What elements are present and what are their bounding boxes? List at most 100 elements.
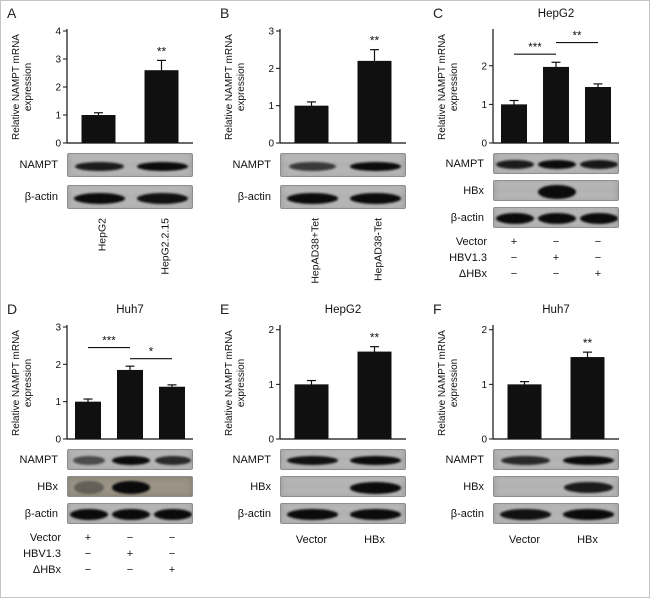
condition-label: HBV1.3 [449, 252, 487, 264]
condition-row: ΔHBx − − + [433, 268, 646, 284]
blot-strip-1 [280, 476, 406, 497]
blot-row: HBx [7, 476, 220, 497]
blot-strip-1 [67, 185, 193, 209]
blot-label: NAMPT [19, 159, 59, 171]
panel-E: E HepG2 Relative NAMPT mRNA expression 0 1 2 **… [220, 301, 433, 597]
blot-label: NAMPT [19, 453, 59, 466]
y-tick-label: 0 [55, 435, 61, 446]
condition-cell: − [552, 236, 560, 248]
condition-cell: − [510, 268, 518, 280]
significance-label: * [149, 347, 154, 359]
panel-letter: B [220, 5, 230, 21]
lane-label: HBx [364, 534, 385, 546]
y-axis-label-line1: Relative NAMPT mRNA [11, 330, 22, 436]
panel-title: Huh7 [542, 304, 570, 316]
figure-panel-grid: A Relative NAMPT mRNA expression 0 1 2 3 4 ** NAM… [7, 5, 647, 597]
blot-strip-0 [280, 153, 406, 177]
condition-label: ΔHBx [458, 268, 487, 280]
significance-star: ** [370, 331, 380, 345]
blot-strip-1 [493, 476, 619, 497]
y-tick-label: 2 [268, 325, 274, 336]
blot-row: NAMPT [7, 449, 220, 470]
blot-label: β-actin [237, 191, 271, 203]
significance-label: *** [528, 42, 542, 54]
blot-row: β-actin [7, 503, 220, 524]
condition-table: Vector + − − HBV1.3 − + − ΔHBx − − + [7, 532, 220, 580]
condition-cell: − [126, 564, 134, 576]
significance-label: *** [102, 336, 116, 348]
condition-cell: − [168, 532, 176, 544]
panel-letter: D [7, 301, 18, 317]
panel-A: A Relative NAMPT mRNA expression 0 1 2 3 4 ** NAM… [7, 5, 220, 301]
blot-label: HBx [463, 480, 484, 493]
bar [585, 87, 611, 143]
blot-strip-1 [280, 185, 406, 209]
blot-band [154, 456, 192, 465]
blot-label: HBx [250, 480, 271, 493]
bar [117, 369, 143, 439]
bar-chart: Relative NAMPT mRNA expression 0 1 2 3 ** [224, 27, 406, 149]
blot-band [289, 161, 336, 171]
blot-label: NAMPT [232, 159, 272, 171]
blot-band [286, 192, 339, 204]
blot-row: HBx [433, 180, 646, 201]
y-tick-label: 2 [481, 61, 487, 72]
blot-band [349, 509, 402, 520]
condition-cell: − [594, 236, 602, 248]
y-tick-label: 0 [481, 435, 487, 446]
y-tick-label: 2 [268, 64, 274, 75]
lane-label: HepAD38-Tet [373, 218, 385, 281]
y-tick-label: 2 [55, 83, 61, 94]
blot-label: HBx [463, 184, 484, 197]
y-axis-label-line2: expression [236, 359, 247, 407]
blot-label: β-actin [237, 507, 271, 520]
blot-strip-0 [493, 449, 619, 470]
y-axis-label-line1: Relative NAMPT mRNA [11, 34, 22, 140]
y-tick-label: 1 [55, 397, 61, 408]
condition-cell: − [84, 564, 92, 576]
y-tick-label: 2 [481, 325, 487, 336]
significance-label: ** [573, 31, 582, 43]
condition-label: Vector [455, 236, 487, 248]
blot-band [73, 192, 126, 204]
blot-band [563, 482, 614, 493]
bar [294, 105, 329, 143]
blot-band [501, 456, 550, 465]
y-tick-label: 0 [268, 435, 274, 446]
blot-band [537, 160, 577, 169]
blot-label: β-actin [450, 211, 484, 224]
blot-label: β-actin [24, 507, 58, 520]
blot-band [495, 213, 535, 224]
blot-strip-2 [493, 207, 619, 228]
y-tick-label: 4 [55, 27, 61, 38]
lane-labels: Vector HBx [433, 534, 646, 550]
blot-band [537, 184, 577, 199]
condition-row: ΔHBx − − + [7, 564, 220, 580]
condition-cell: + [168, 564, 176, 576]
blot-band [349, 481, 402, 494]
bar [570, 357, 605, 439]
blot-band [74, 161, 125, 171]
panel-title: HepG2 [324, 304, 362, 316]
condition-cell: + [126, 548, 134, 560]
blot-band [562, 456, 615, 465]
panel-B: B Relative NAMPT mRNA expression 0 1 2 3 ** NAMP… [220, 5, 433, 301]
blot-band [136, 161, 189, 171]
blot-row: β-actin [433, 207, 646, 228]
y-tick-label: 3 [55, 323, 61, 334]
blot-row: β-actin [220, 185, 433, 209]
blot-band [74, 481, 104, 494]
panel-letter: E [220, 301, 230, 317]
condition-cell: + [594, 268, 602, 280]
condition-cell: + [552, 252, 560, 264]
y-tick-label: 1 [268, 101, 274, 112]
lane-label: HepAD38+Tet [310, 218, 322, 284]
significance-star: ** [157, 44, 167, 58]
blot-label: β-actin [450, 507, 484, 520]
y-axis-label-line2: expression [236, 63, 247, 111]
blot-band [349, 161, 402, 171]
blot-strip-1 [493, 180, 619, 201]
y-tick-label: 0 [55, 139, 61, 150]
panel-F: F Huh7 Relative NAMPT mRNA expression 0 1 2 ** N… [433, 301, 646, 597]
